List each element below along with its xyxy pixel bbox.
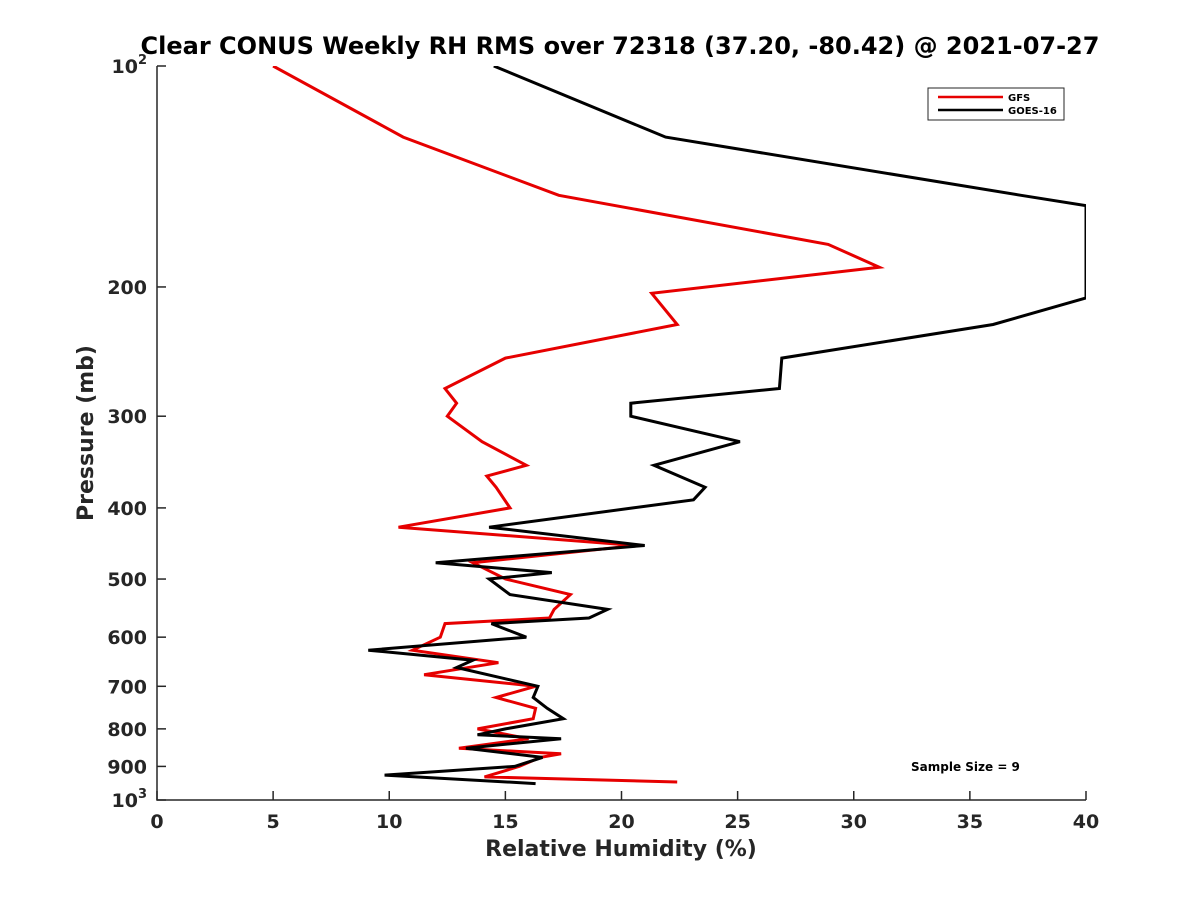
y-tick-label: 103 [112,787,148,812]
y-tick-label: 500 [107,569,147,591]
x-tick-label: 25 [724,811,750,833]
legend-goes16-label: GOES-16 [1008,106,1057,117]
legend-gfs-label: GFS [1008,93,1030,104]
series-layer [272,66,1086,786]
y-tick-label: 300 [107,406,147,428]
y-axis-title: Pressure (mb) [74,345,99,521]
x-tick-label: 10 [376,811,402,833]
x-tick-label: 20 [608,811,634,833]
sample-size-annotation: Sample Size = 9 [911,760,1020,774]
y-tick-label: 700 [107,676,147,698]
y-tick-label: 800 [107,719,147,741]
legend: GFS GOES-16 [927,87,1065,121]
x-axis-title: Relative Humidity (%) [485,837,757,862]
y-tick-label: 400 [107,498,147,520]
y-tick-label: 102 [112,53,148,78]
x-tick-label: 15 [492,811,518,833]
series-line-goes-16 [368,66,1086,786]
y-axis: 102 200 300 400 500 600 700 800 900 103 [107,53,166,812]
legend-box [927,87,1065,121]
y-tick-label: 900 [107,756,147,778]
x-tick-label: 30 [841,811,867,833]
x-tick-label: 5 [267,811,280,833]
y-tick-label: 200 [107,277,147,299]
x-tick-label: 35 [957,811,983,833]
x-tick-label: 0 [150,811,163,833]
series-line-gfs [272,66,885,784]
x-axis: 0 5 10 15 20 25 30 35 40 [150,791,1099,833]
x-tick-label: 40 [1073,811,1099,833]
y-tick-label: 600 [107,627,147,649]
chart-title: Clear CONUS Weekly RH RMS over 72318 (37… [141,32,1100,60]
